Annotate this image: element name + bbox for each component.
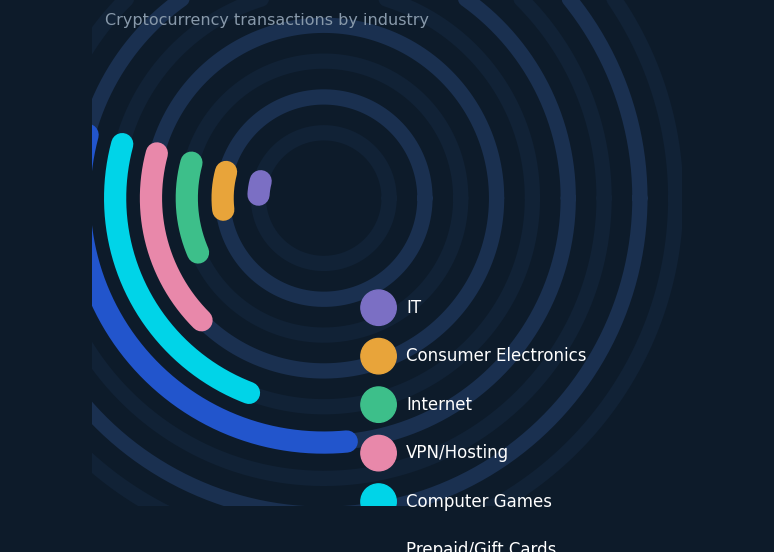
Circle shape	[361, 532, 396, 552]
Text: VPN/Hosting: VPN/Hosting	[406, 444, 509, 462]
Circle shape	[361, 436, 396, 471]
Circle shape	[361, 338, 396, 374]
Circle shape	[361, 387, 396, 422]
Text: Internet: Internet	[406, 396, 472, 413]
Text: Consumer Electronics: Consumer Electronics	[406, 347, 587, 365]
Text: Computer Games: Computer Games	[406, 492, 552, 511]
Text: IT: IT	[406, 299, 421, 317]
Text: Cryptocurrency transactions by industry: Cryptocurrency transactions by industry	[104, 13, 429, 28]
Text: Prepaid/Gift Cards: Prepaid/Gift Cards	[406, 541, 557, 552]
Circle shape	[361, 484, 396, 519]
Circle shape	[361, 290, 396, 325]
